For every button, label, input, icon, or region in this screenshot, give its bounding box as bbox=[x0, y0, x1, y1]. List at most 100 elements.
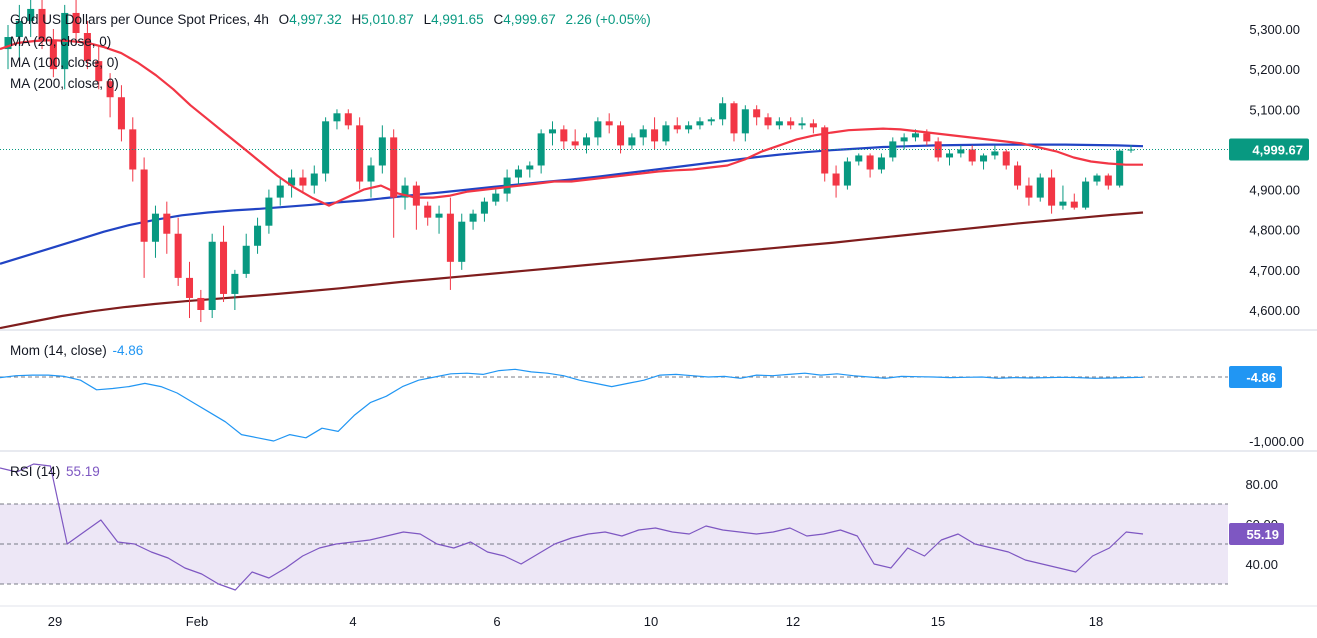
date-tick-label: 12 bbox=[786, 614, 800, 629]
candle-body bbox=[242, 245, 250, 274]
price-tick-label: 5,200.00 bbox=[1249, 62, 1300, 77]
ma20-legend[interactable]: MA (20, close, 0) bbox=[10, 34, 112, 49]
candle-body bbox=[197, 297, 205, 310]
mom-value-tag-text: -4.86 bbox=[1246, 370, 1276, 385]
candle-body bbox=[526, 165, 534, 170]
candle-body bbox=[1048, 177, 1056, 206]
candle-body bbox=[945, 153, 954, 158]
candle-body bbox=[480, 201, 488, 214]
candle-body bbox=[673, 125, 681, 130]
candle-body bbox=[855, 155, 863, 162]
mom-label: Mom (14, close) bbox=[10, 343, 107, 358]
candle-body bbox=[344, 113, 352, 126]
mom-value: -4.86 bbox=[112, 343, 144, 358]
momentum-panel bbox=[0, 368, 1228, 442]
symbol-name: Gold US Dollars per Ounce Spot Prices bbox=[10, 12, 247, 27]
candle-body bbox=[95, 61, 103, 82]
candle-body bbox=[231, 273, 239, 294]
high-label: H bbox=[351, 12, 362, 27]
candle-body bbox=[1116, 150, 1124, 186]
candle-body bbox=[877, 157, 885, 170]
candle-body bbox=[900, 137, 908, 142]
mom-legend[interactable]: Mom (14, close) -4.86 bbox=[10, 342, 143, 360]
candle-body bbox=[38, 8, 46, 42]
candle-body bbox=[548, 129, 557, 134]
candle-body bbox=[651, 129, 659, 142]
candle-body bbox=[798, 123, 806, 126]
candle-body bbox=[741, 109, 749, 134]
candle-body bbox=[923, 133, 931, 142]
mom-value-tag bbox=[1229, 366, 1282, 388]
price-tick-label: 4,600.00 bbox=[1249, 303, 1300, 318]
candle-body bbox=[571, 141, 579, 146]
candle-body bbox=[492, 193, 500, 202]
rsi-value-tag bbox=[1229, 523, 1284, 545]
candle-body bbox=[424, 205, 432, 218]
last-price-tag bbox=[1229, 138, 1309, 161]
candle-body bbox=[719, 103, 727, 120]
candle-body bbox=[1070, 201, 1078, 208]
rsi-tick-label: 40.00 bbox=[1245, 557, 1278, 572]
rsi-path bbox=[0, 463, 1144, 591]
candle-body bbox=[72, 12, 80, 34]
price-tick-label: 4,800.00 bbox=[1249, 223, 1300, 238]
candle-body bbox=[1093, 175, 1101, 182]
candle-body bbox=[458, 221, 466, 262]
candle-body bbox=[1025, 185, 1033, 198]
candle-body bbox=[106, 81, 114, 98]
rsi-value: 55.19 bbox=[66, 464, 100, 479]
candle-body bbox=[503, 177, 511, 194]
candle-body bbox=[730, 103, 738, 134]
candle-body bbox=[151, 213, 159, 242]
candle-body bbox=[628, 137, 636, 146]
rsi-panel bbox=[0, 463, 1228, 591]
candle-body bbox=[809, 123, 817, 128]
candle-body bbox=[696, 121, 704, 126]
candle-body bbox=[310, 173, 318, 186]
candle-body bbox=[299, 177, 307, 186]
date-tick-label: 18 bbox=[1089, 614, 1103, 629]
ma100-path bbox=[0, 143, 1144, 265]
candle-body bbox=[662, 125, 670, 142]
candle-body bbox=[1036, 177, 1044, 198]
close-label: C bbox=[493, 12, 504, 27]
candle-body bbox=[390, 137, 398, 198]
ma100-legend[interactable]: MA (100, close, 0) bbox=[10, 55, 119, 70]
high-value: 5,010.87 bbox=[361, 12, 414, 27]
candle-body bbox=[957, 149, 965, 154]
candle-body bbox=[980, 155, 988, 162]
candle-body bbox=[911, 133, 919, 138]
mom-tick-label: -1,000.00 bbox=[1249, 434, 1304, 449]
last-price-tag-text: 4,999.67 bbox=[1252, 143, 1303, 158]
candle-body bbox=[333, 113, 341, 122]
candle-body bbox=[1059, 201, 1067, 206]
candle-body bbox=[832, 173, 840, 186]
candle-body bbox=[605, 121, 613, 126]
price-tick-label: 5,100.00 bbox=[1249, 102, 1300, 117]
candle-body bbox=[288, 177, 296, 186]
candle-body bbox=[843, 161, 851, 186]
rsi-legend[interactable]: RSI (14) 55.19 bbox=[10, 463, 100, 481]
candle-body bbox=[537, 133, 545, 166]
close-value: 4,999.67 bbox=[503, 12, 556, 27]
candle-body bbox=[1002, 151, 1010, 166]
candle-body bbox=[514, 169, 522, 178]
date-tick-label: 29 bbox=[48, 614, 62, 629]
candle-body bbox=[753, 109, 761, 118]
rsi-tick-label: 80.00 bbox=[1245, 477, 1278, 492]
candle-body bbox=[356, 125, 364, 182]
low-label: L bbox=[423, 12, 432, 27]
ma200-legend[interactable]: MA (200, close, 0) bbox=[10, 76, 119, 91]
candle-body bbox=[639, 129, 647, 138]
interval-label: 4h bbox=[253, 12, 269, 27]
candle-body bbox=[582, 137, 591, 146]
candle-body bbox=[220, 241, 228, 294]
price-tick-label: 4,700.00 bbox=[1249, 263, 1300, 278]
candle-body bbox=[446, 213, 454, 262]
open-label: O bbox=[278, 12, 290, 27]
candle-body bbox=[185, 277, 194, 298]
change-value: 2.26 (+0.05%) bbox=[565, 12, 651, 27]
rsi-label: RSI (14) bbox=[10, 464, 61, 479]
candle-body bbox=[435, 213, 443, 218]
